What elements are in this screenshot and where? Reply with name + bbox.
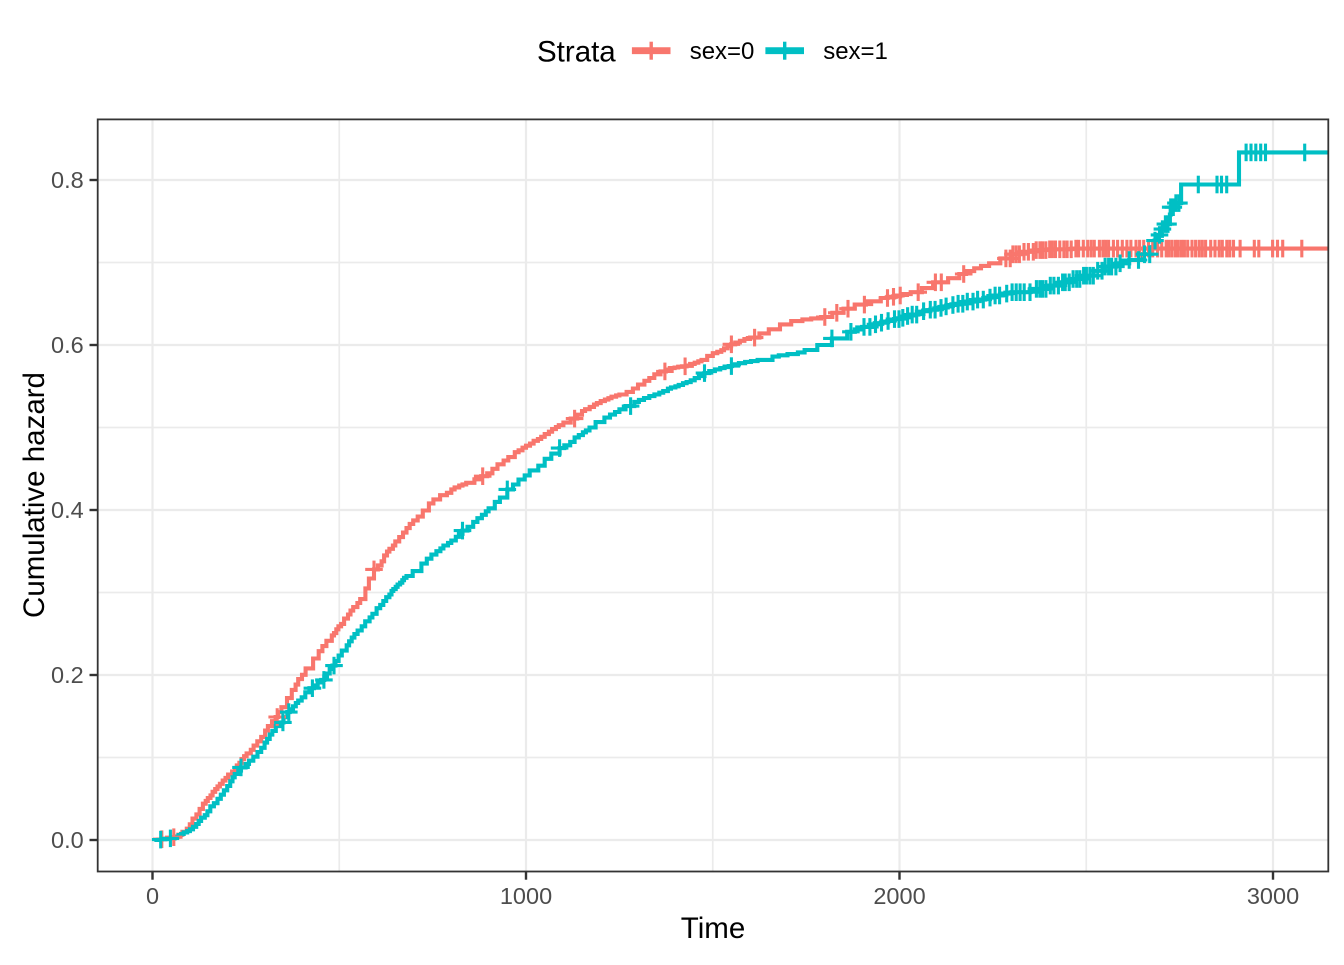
svg-text:0.6: 0.6: [51, 332, 84, 358]
svg-text:1000: 1000: [500, 883, 552, 909]
svg-text:2000: 2000: [873, 883, 925, 909]
svg-text:0.4: 0.4: [51, 497, 84, 523]
svg-text:3000: 3000: [1247, 883, 1299, 909]
svg-text:0: 0: [146, 883, 159, 909]
svg-text:0.8: 0.8: [51, 167, 84, 193]
svg-text:Cumulative hazard: Cumulative hazard: [18, 372, 51, 618]
svg-text:Time: Time: [681, 912, 745, 945]
svg-text:0.2: 0.2: [51, 662, 84, 688]
svg-text:sex=1: sex=1: [823, 38, 888, 65]
svg-text:0.0: 0.0: [51, 827, 84, 853]
svg-text:Strata: Strata: [537, 36, 616, 69]
svg-text:sex=0: sex=0: [690, 38, 755, 65]
